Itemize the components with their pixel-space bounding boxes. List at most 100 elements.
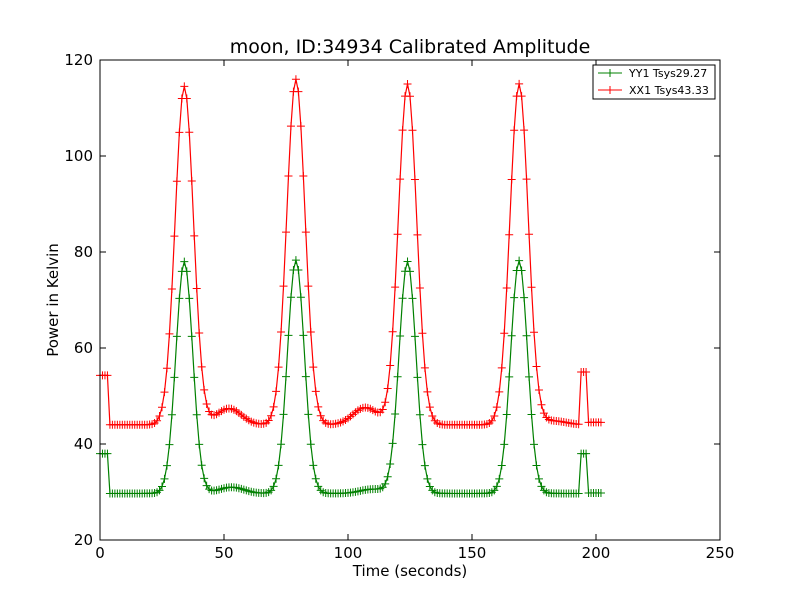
series-1-point-28 — [165, 329, 174, 338]
series-1-point-83 — [301, 228, 310, 237]
series-0-group — [96, 256, 605, 498]
series-1-point-73 — [277, 327, 286, 336]
plot-frame — [99, 59, 721, 541]
series-0-point-129 — [415, 410, 424, 419]
series-0-point-130 — [418, 440, 427, 449]
series-1-point-32 — [175, 128, 184, 137]
series-0-point-30 — [170, 373, 179, 382]
series-0-point-196 — [582, 449, 591, 458]
series-1-point-160 — [492, 403, 501, 412]
series-0-point-85 — [306, 440, 315, 449]
series-1-point-161 — [495, 387, 504, 396]
series-1-point-34 — [180, 82, 189, 91]
series-0-point-172 — [522, 331, 531, 340]
series-0-point-26 — [160, 474, 169, 483]
x-tick-label-150: 150 — [458, 544, 487, 562]
series-1-point-163 — [500, 329, 509, 338]
y-tick-label-120: 120 — [64, 51, 93, 69]
series-1-point-31 — [172, 177, 181, 186]
series-1-point-42 — [200, 385, 209, 394]
series-1-point-80 — [294, 87, 303, 96]
x-tick-label-50: 50 — [214, 544, 233, 562]
series-1-point-41 — [197, 362, 206, 371]
series-1-point-171 — [520, 126, 529, 135]
series-1-point-175 — [530, 328, 538, 337]
x-tick-label-250: 250 — [706, 544, 735, 562]
series-1-point-177 — [534, 386, 543, 395]
series-1-point-37 — [187, 177, 196, 186]
series-1-point-88 — [314, 402, 323, 411]
series-0-point-163 — [500, 440, 509, 449]
series-1-point-120 — [393, 230, 402, 239]
series-0-point-118 — [388, 439, 397, 448]
x-tick-label-0: 0 — [95, 544, 105, 562]
series-1-point-84 — [304, 282, 313, 291]
series-1-point-202 — [596, 418, 605, 427]
series-0-point-25 — [158, 482, 166, 491]
series-1-point-36 — [185, 128, 194, 137]
series-0-point-31 — [172, 332, 181, 341]
chart-title: moon, ID:34934 Calibrated Amplitude — [230, 36, 591, 58]
series-0-point-83 — [301, 372, 310, 381]
series-0-point-176 — [532, 461, 541, 470]
series-1-point-118 — [388, 327, 397, 336]
x-tick-label-100: 100 — [334, 544, 363, 562]
series-1-point-167 — [510, 126, 519, 135]
series-0-point-76 — [284, 331, 293, 340]
series-0-point-41 — [197, 461, 206, 470]
series-0-point-32 — [175, 294, 184, 303]
legend-marker-xx1 — [606, 86, 614, 94]
series-1-point-133 — [425, 403, 434, 412]
series-0-point-167 — [510, 293, 519, 302]
series-0-point-74 — [279, 410, 288, 419]
series-1-point-39 — [192, 284, 201, 293]
series-0-point-131 — [420, 461, 429, 470]
series-1-point-158 — [487, 416, 496, 425]
series-1-point-79 — [291, 75, 300, 84]
series-0-point-202 — [596, 488, 605, 497]
series-1-point-125 — [406, 92, 414, 101]
series-1-point-3 — [103, 371, 112, 380]
series-1-group — [96, 75, 605, 429]
series-1-point-77 — [286, 122, 295, 131]
series-0-point-81 — [296, 293, 305, 302]
series-0-point-36 — [185, 294, 194, 303]
series-layer — [96, 75, 605, 498]
series-1-point-193 — [574, 420, 583, 429]
series-0-point-116 — [383, 472, 392, 481]
series-0-point-127 — [410, 332, 419, 341]
legend: YY1 Tsys29.27 XX1 Tsys43.33 — [592, 64, 716, 100]
series-1-point-130 — [418, 329, 427, 338]
series-1-point-87 — [311, 387, 320, 396]
series-1-point-23 — [153, 416, 162, 425]
series-0-point-165 — [505, 372, 514, 381]
series-0-point-28 — [165, 440, 174, 449]
series-0-point-124 — [403, 257, 412, 266]
y-axis: 20 40 60 80 100 120 — [64, 51, 720, 549]
series-1-point-176 — [532, 362, 541, 371]
series-1-point-72 — [274, 363, 283, 372]
series-1-point-24 — [155, 412, 164, 421]
series-0-point-169 — [515, 256, 524, 265]
series-0-point-77 — [286, 293, 295, 302]
series-0-point-164 — [502, 410, 511, 419]
series-1-point-89 — [316, 411, 325, 420]
series-0-point-70 — [269, 482, 278, 491]
series-1-point-170 — [517, 92, 526, 101]
series-1-point-30 — [170, 232, 179, 241]
legend-label-xx1: XX1 Tsys43.33 — [629, 84, 709, 97]
series-1-point-85 — [306, 327, 315, 336]
series-0-point-42 — [200, 474, 209, 483]
legend-marker-yy1 — [606, 69, 614, 77]
series-1-point-82 — [299, 172, 308, 181]
series-1-point-115 — [381, 398, 390, 407]
series-0-point-120 — [393, 372, 402, 381]
y-tick-label-40: 40 — [74, 435, 93, 453]
series-1-point-124 — [403, 79, 412, 88]
x-tick-label-200: 200 — [582, 544, 611, 562]
series-1-point-173 — [525, 230, 534, 239]
x-axis: 0 50 100 150 200 250 — [95, 60, 734, 562]
series-1-point-119 — [391, 283, 400, 292]
series-1-point-29 — [167, 285, 176, 294]
series-0-point-175 — [530, 440, 538, 449]
